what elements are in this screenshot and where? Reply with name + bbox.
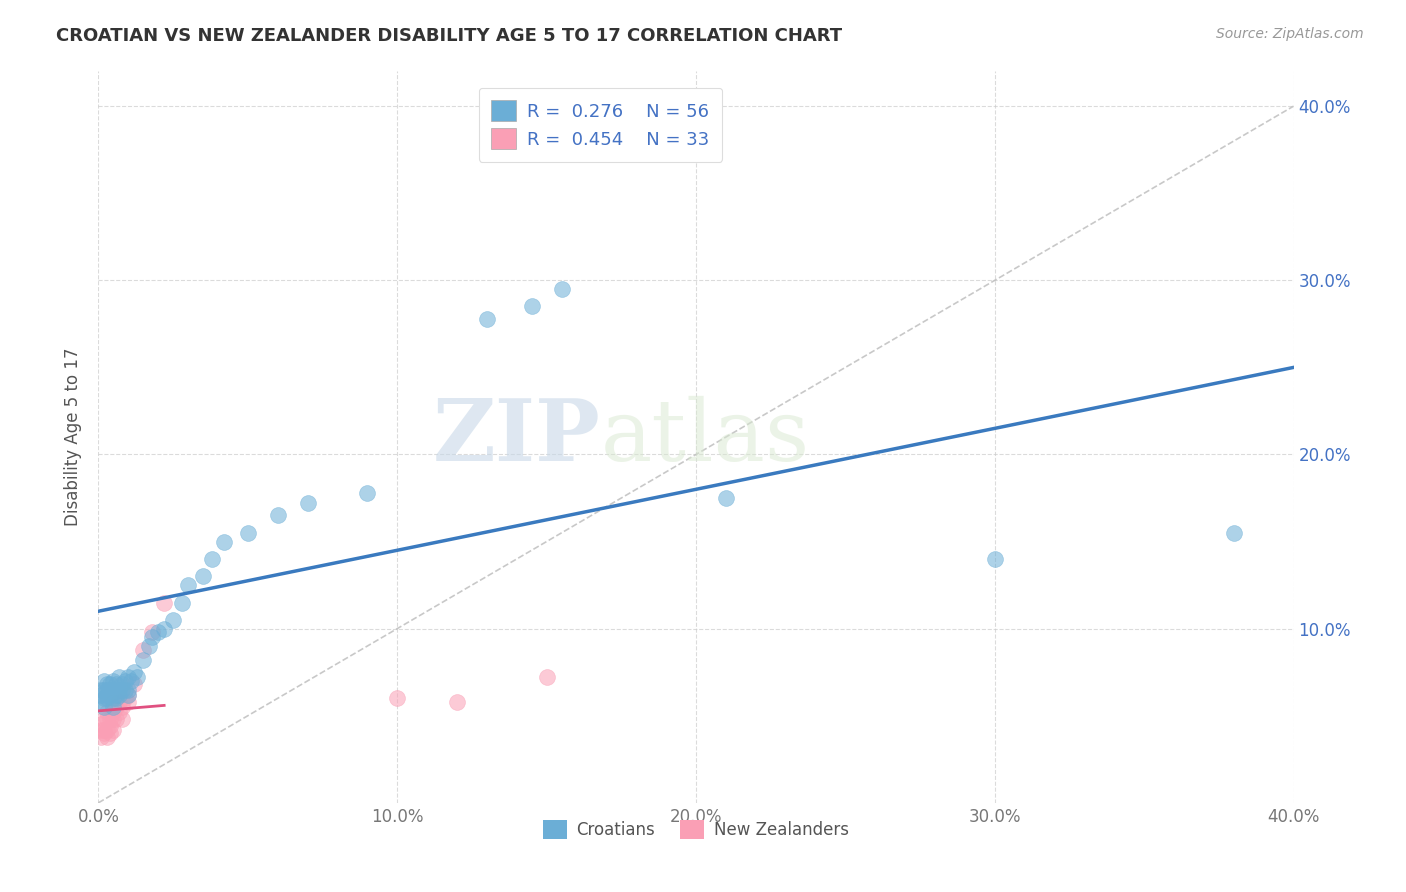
Point [103,673,125,688]
Point [103,700,125,714]
Point [108,695,131,709]
Point [984,552,1007,566]
Point [141,631,163,645]
Text: Source: ZipAtlas.com: Source: ZipAtlas.com [1216,27,1364,41]
Point [212,534,235,549]
Point [103,682,125,697]
Point [714,491,737,505]
Point [103,691,125,706]
Point [96,712,118,726]
Point [297,496,319,510]
Point [127,670,149,684]
Point [93,682,115,697]
Point [117,670,139,684]
Point [117,688,139,702]
Point [111,712,134,726]
Point [98,719,122,733]
Point [96,677,118,691]
Point [114,673,136,688]
Point [98,677,122,691]
Y-axis label: Disability Age 5 to 17: Disability Age 5 to 17 [65,348,83,526]
Point [132,642,155,657]
Point [90,695,112,709]
Point [96,730,118,744]
Point [177,578,200,592]
Point [267,508,290,523]
Point [93,723,115,737]
Point [124,677,146,691]
Point [114,691,136,706]
Point [191,569,214,583]
Point [162,613,184,627]
Point [117,695,139,709]
Point [93,673,115,688]
Point [356,485,378,500]
Point [201,552,224,566]
Point [172,595,194,609]
Point [141,625,163,640]
Point [111,682,134,697]
Point [98,688,122,702]
Point [90,723,112,737]
Point [103,723,125,737]
Point [385,691,409,706]
Point [108,705,131,719]
Point [103,695,125,709]
Point [96,723,118,737]
Point [536,670,558,684]
Point [93,700,115,714]
Point [153,595,176,609]
Point [120,673,142,688]
Point [90,730,112,744]
Point [153,622,176,636]
Point [117,688,139,702]
Point [96,691,118,706]
Text: CROATIAN VS NEW ZEALANDER DISABILITY AGE 5 TO 17 CORRELATION CHART: CROATIAN VS NEW ZEALANDER DISABILITY AGE… [56,27,842,45]
Point [148,625,170,640]
Point [108,688,131,702]
Point [93,726,115,740]
Legend: Croatians, New Zealanders: Croatians, New Zealanders [537,814,855,846]
Point [103,686,125,700]
Point [111,677,134,691]
Point [96,688,118,702]
Point [105,691,128,706]
Text: atlas: atlas [600,395,810,479]
Point [98,712,122,726]
Point [446,695,468,709]
Point [96,705,118,719]
Point [90,682,112,697]
Point [103,712,125,726]
Point [138,639,160,653]
Point [1223,525,1246,540]
Point [105,712,128,726]
Point [114,682,136,697]
Point [108,682,131,697]
Point [475,311,498,326]
Text: ZIP: ZIP [433,395,600,479]
Point [236,525,259,540]
Point [90,688,112,702]
Point [520,300,543,314]
Point [132,653,155,667]
Point [105,700,128,714]
Point [124,665,146,680]
Point [111,700,134,714]
Point [550,282,572,296]
Point [108,670,131,684]
Point [117,682,139,697]
Point [105,688,128,702]
Point [103,705,125,719]
Point [90,717,112,731]
Point [98,726,122,740]
Point [93,712,115,726]
Point [96,682,118,697]
Point [98,682,122,697]
Point [105,677,128,691]
Point [93,691,115,706]
